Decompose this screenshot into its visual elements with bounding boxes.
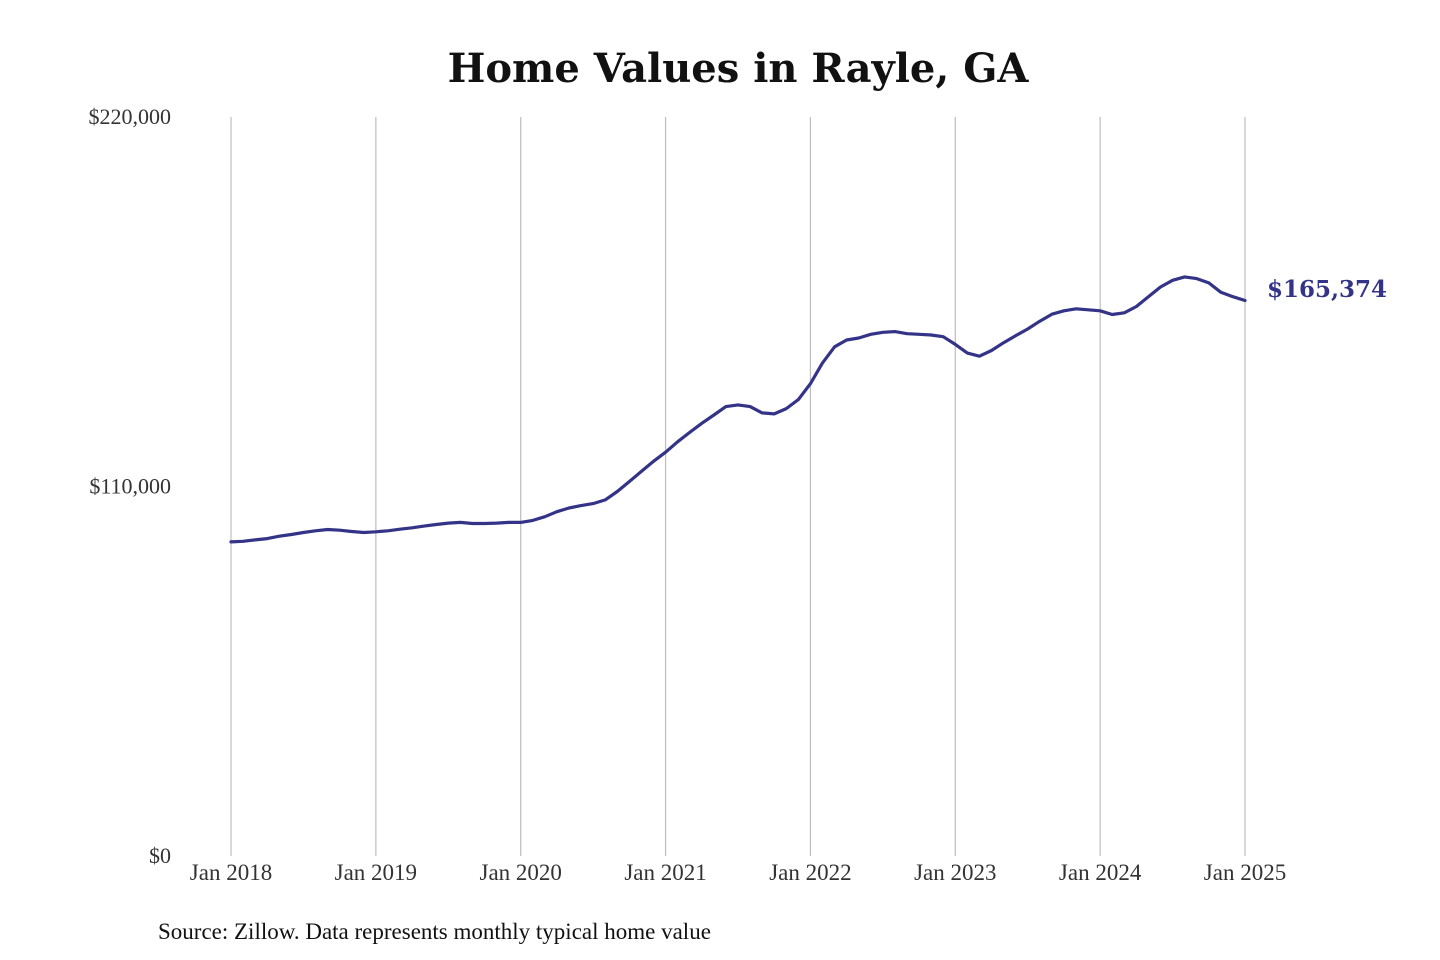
x-tick-label: Jan 2022 <box>769 860 851 885</box>
series-layer <box>229 275 1247 544</box>
chart-title: Home Values in Rayle, GA <box>448 45 1030 92</box>
x-tick-label: Jan 2020 <box>480 860 562 885</box>
grid-lines <box>230 117 1246 856</box>
y-tick-label: $220,000 <box>89 104 172 129</box>
x-tick-label: Jan 2025 <box>1204 860 1286 885</box>
series-line-0 <box>229 275 1247 544</box>
x-tick-label: Jan 2018 <box>190 860 272 885</box>
x-axis-ticks: Jan 2018 Jan 2019 Jan 2020 Jan 2021 Jan 2022… <box>190 860 1286 885</box>
x-tick-label: Jan 2019 <box>335 860 417 885</box>
y-axis-ticks: $0 $110,000 $220,000 <box>89 104 172 868</box>
x-tick-label: Jan 2023 <box>914 860 996 885</box>
y-tick-label: $110,000 <box>89 474 171 499</box>
x-tick-label: Jan 2021 <box>624 860 706 885</box>
x-tick-label: Jan 2024 <box>1059 860 1142 885</box>
y-tick-label: $0 <box>149 843 171 868</box>
source-note: Source: Zillow. Data represents monthly … <box>158 919 711 944</box>
end-value-label: $165,374 <box>1267 276 1387 303</box>
